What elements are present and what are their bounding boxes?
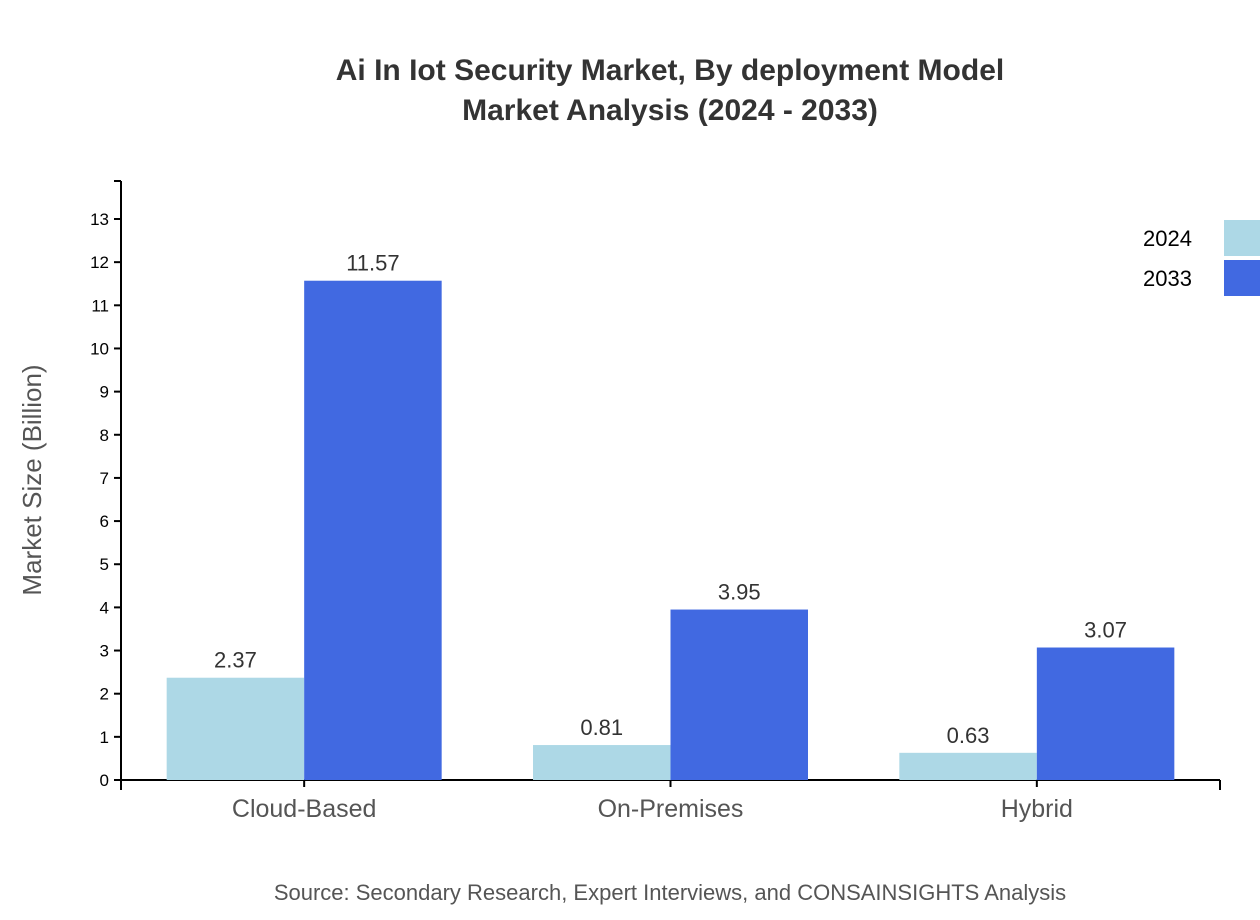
y-tick-label: 0 bbox=[100, 771, 109, 790]
bar-2033-On-Premises bbox=[670, 609, 808, 780]
data-label: 3.07 bbox=[1084, 618, 1127, 643]
data-label: 0.63 bbox=[947, 723, 990, 748]
x-axis: Cloud-Based On-Premises Hybrid bbox=[120, 779, 1221, 823]
bars: 2.37 11.57 0.81 3.95 0.63 3.07 bbox=[166, 251, 1175, 780]
bar-2024-On-Premises bbox=[533, 745, 671, 780]
legend-label: 2033 bbox=[1143, 266, 1192, 291]
y-tick-label: 3 bbox=[100, 642, 109, 661]
bar-2033-Hybrid bbox=[1036, 647, 1175, 780]
y-tick-label: 8 bbox=[100, 426, 109, 445]
x-tick-label: Hybrid bbox=[1001, 795, 1073, 823]
data-label: 11.57 bbox=[346, 251, 399, 276]
y-tick-label: 4 bbox=[100, 598, 109, 617]
y-tick-label: 2 bbox=[100, 685, 109, 704]
bar-2033-Cloud-Based bbox=[304, 280, 442, 780]
legend: 2024 2033 bbox=[1143, 220, 1260, 296]
y-tick-label: 6 bbox=[100, 512, 109, 531]
y-tick-label: 9 bbox=[100, 383, 109, 402]
legend-swatch bbox=[1224, 220, 1260, 256]
source-note: Source: Secondary Research, Expert Inter… bbox=[274, 880, 1066, 905]
chart-subtitle: Market Analysis (2024 - 2033) bbox=[462, 94, 878, 127]
y-tick-label: 7 bbox=[100, 469, 109, 488]
y-tick-label: 12 bbox=[90, 253, 109, 272]
legend-label: 2024 bbox=[1143, 226, 1192, 251]
y-tick-label: 5 bbox=[100, 555, 109, 574]
y-tick-label: 13 bbox=[90, 210, 109, 229]
x-tick-label: On-Premises bbox=[598, 795, 744, 823]
y-axis-label: Market Size (Billion) bbox=[17, 364, 47, 595]
y-tick-label: 11 bbox=[91, 296, 109, 315]
data-label: 3.95 bbox=[718, 580, 761, 605]
y-tick-label: 10 bbox=[90, 339, 109, 358]
x-tick-label: Cloud-Based bbox=[232, 795, 377, 823]
bar-2024-Cloud-Based bbox=[166, 677, 305, 780]
legend-swatch bbox=[1224, 260, 1260, 296]
bar-2024-Hybrid bbox=[899, 752, 1037, 780]
chart-title: Ai In Iot Security Market, By deployment… bbox=[336, 54, 1004, 87]
data-label: 2.37 bbox=[214, 648, 257, 673]
y-tick-label: 1 bbox=[100, 728, 109, 747]
data-label: 0.81 bbox=[580, 715, 623, 740]
